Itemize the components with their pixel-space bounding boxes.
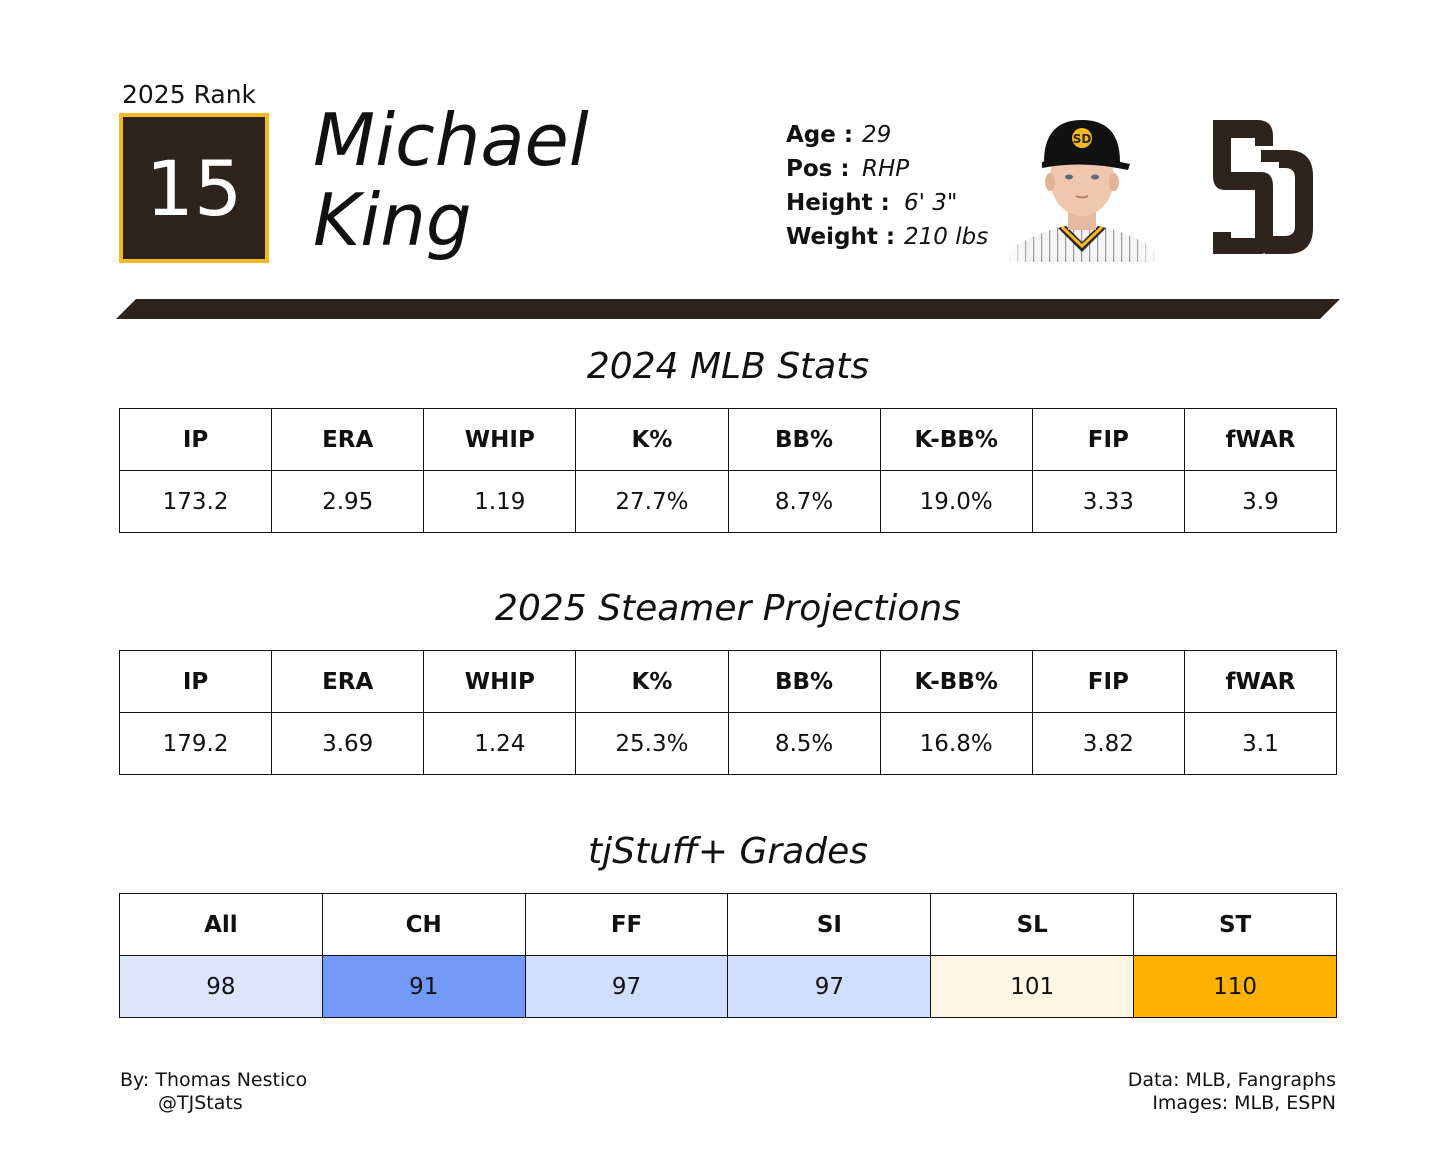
table-header-row: IP ERA WHIP K% BB% K-BB% FIP fWAR [118,650,1338,713]
footer-data-source: Data: MLB, Fangraphs [1127,1069,1336,1091]
info-row-pos: Pos : RHP [786,152,988,186]
header-cell: IP [118,650,273,713]
header-cell: K% [575,650,729,713]
header-cell: fWAR [1183,408,1338,471]
value-cell: 8.5% [727,712,881,775]
table-header-row: IP ERA WHIP K% BB% K-BB% FIP fWAR [118,408,1338,471]
info-row-weight: Weight : 210 lbs [786,220,988,254]
mlb-stats-table: IP ERA WHIP K% BB% K-BB% FIP fWAR 173.2 … [118,408,1338,533]
info-value: 210 lbs [904,224,989,250]
grade-cell: 97 [727,955,932,1018]
table-row: 98 91 97 97 101 110 [119,955,1337,1018]
header-cell: fWAR [1183,650,1338,713]
value-cell: 1.24 [423,712,577,775]
info-row-age: Age : 29 [786,118,988,152]
header-cell: K-BB% [879,408,1033,471]
value-cell: 3.69 [271,712,425,775]
team-logo-icon [1213,120,1313,254]
info-value: 29 [862,122,892,148]
header-cell: ST [1133,893,1337,956]
value-cell: 3.82 [1031,712,1185,775]
value-cell: 25.3% [575,712,729,775]
header-cell: FIP [1031,408,1185,471]
header-cell: ERA [271,650,425,713]
info-row-height: Height : 6' 3" [786,186,988,220]
table-header-row: All CH FF SI SL ST [119,893,1337,956]
header-cell: K% [575,408,729,471]
value-cell: 3.9 [1183,470,1338,533]
player-first-name: Michael [313,98,589,182]
header-cell: ERA [271,408,425,471]
header-cell: FIP [1031,650,1185,713]
value-cell: 2.95 [271,470,425,533]
header-cell: FF [524,893,729,956]
value-cell: 8.7% [727,470,881,533]
value-cell: 179.2 [118,712,273,775]
value-cell: 1.19 [423,470,577,533]
header-divider [116,299,1340,319]
grades-title: tjStuff+ Grades [587,831,868,872]
grade-cell: 98 [119,955,323,1018]
info-value: RHP [862,156,910,182]
table-row: 179.2 3.69 1.24 25.3% 8.5% 16.8% 3.82 3.… [118,712,1338,775]
footer-credits: By: Thomas Nestico @TJStats [120,1069,307,1115]
grade-cell: 110 [1133,955,1337,1018]
value-cell: 3.33 [1031,470,1185,533]
table-row: 173.2 2.95 1.19 27.7% 8.7% 19.0% 3.33 3.… [118,470,1338,533]
grade-cell: 97 [524,955,729,1018]
player-last-name: King [313,178,472,262]
rank-label: 2025 Rank [122,80,257,109]
info-key: Age : [786,122,854,148]
footer-handle: @TJStats [158,1092,243,1114]
grade-cell: 101 [930,955,1135,1018]
header-cell: IP [118,408,273,471]
rank-badge: 15 [119,113,269,263]
info-key: Pos : [786,156,850,182]
header-cell: BB% [727,408,881,471]
info-key: Weight : [786,224,896,250]
player-info: Age : 29 Pos : RHP Height : 6' 3" Weight… [786,118,988,254]
header-cell: BB% [727,650,881,713]
header-cell: WHIP [423,650,577,713]
rank-value: 15 [145,143,243,233]
info-key: Height : [786,190,890,216]
header-cell: CH [321,893,526,956]
grade-cell: 91 [321,955,526,1018]
header-cell: WHIP [423,408,577,471]
header-cell: K-BB% [879,650,1033,713]
header-cell: All [119,893,323,956]
value-cell: 27.7% [575,470,729,533]
value-cell: 173.2 [118,470,273,533]
player-name: Michael King [313,100,589,260]
mlb-stats-title: 2024 MLB Stats [586,346,870,387]
projections-table: IP ERA WHIP K% BB% K-BB% FIP fWAR 179.2 … [118,650,1338,775]
value-cell: 19.0% [879,470,1033,533]
grades-table: All CH FF SI SL ST 98 91 97 97 101 110 [119,893,1337,1018]
header-cell: SL [930,893,1135,956]
footer-author: By: Thomas Nestico [120,1069,308,1091]
value-cell: 3.1 [1183,712,1338,775]
info-value: 6' 3" [904,190,958,216]
footer-sources: Data: MLB, Fangraphs Images: MLB, ESPN [1128,1069,1336,1115]
value-cell: 16.8% [879,712,1033,775]
header-cell: SI [727,893,932,956]
projections-title: 2025 Steamer Projections [495,588,961,629]
footer-image-source: Images: MLB, ESPN [1152,1092,1336,1114]
player-headshot-image: SD [1006,112,1158,262]
